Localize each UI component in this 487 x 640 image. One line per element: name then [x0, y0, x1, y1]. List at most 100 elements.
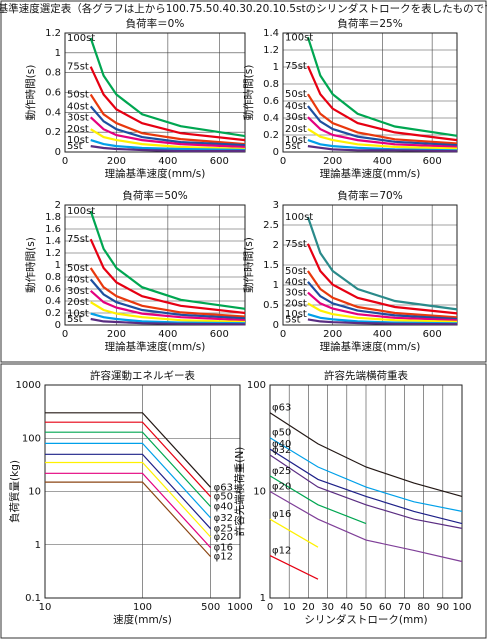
y-tick-label: 1	[35, 540, 41, 551]
y-tick-label: 10	[28, 487, 41, 498]
page-title: 理論基準速度選定表（各グラフは上から100.75.50.40.30.20.10.…	[0, 2, 487, 15]
x-tick-label: 200	[107, 329, 126, 340]
series-label: φ32	[272, 445, 291, 456]
y-tick-label: 1000	[16, 380, 41, 391]
series-line	[89, 66, 246, 142]
y-tick-label: 1.2	[45, 28, 61, 39]
x-tick-label: 600	[423, 329, 442, 340]
y-tick-label: 0.6	[45, 88, 61, 99]
y-tick-label: 3	[273, 200, 279, 211]
series-label: φ25	[214, 524, 233, 535]
series-label: 40st	[67, 274, 89, 285]
y-tick-label: 2	[273, 240, 279, 251]
chart-title: 負荷率＝0%	[126, 17, 185, 30]
x-tick-label: 400	[158, 329, 177, 340]
x-tick-label: 90	[436, 602, 449, 613]
x-tick-label: 50	[360, 602, 373, 613]
series-label: 100st	[285, 32, 313, 43]
series-line	[306, 216, 458, 311]
series-label: 50st	[285, 89, 307, 100]
series-line	[306, 36, 458, 137]
series-label: 20st	[67, 124, 89, 135]
series-label: 40st	[67, 101, 89, 112]
x-tick-label: 30	[321, 602, 334, 613]
series-label: 20st	[67, 297, 89, 308]
series-line	[45, 431, 212, 508]
x-tick-label: 400	[373, 156, 392, 167]
x-tick-label: 10	[39, 602, 52, 613]
series-line	[306, 243, 458, 315]
series-line	[307, 105, 458, 147]
series-label: 20st	[285, 298, 307, 309]
series-line	[89, 116, 246, 149]
y-tick-label: 0	[273, 147, 279, 158]
x-tick-label: 0	[280, 329, 286, 340]
x-tick-label: 200	[107, 156, 126, 167]
chart-title: 負荷率＝50%	[122, 189, 187, 202]
y-tick-label: 0.8	[263, 79, 279, 90]
series-line	[89, 93, 246, 146]
series-label: 10st	[285, 135, 307, 146]
series-label: 10st	[285, 309, 307, 320]
plot-frame	[282, 204, 458, 326]
x-axis-label: 理論基準速度(mm/s)	[320, 340, 421, 353]
top-panel	[0, 0, 487, 363]
series-label: 5st	[67, 314, 83, 325]
series-label: 5st	[285, 314, 301, 325]
y-tick-label: 100	[22, 433, 41, 444]
series-label: φ40	[214, 502, 233, 513]
series-label: φ25	[272, 466, 291, 477]
y-tick-label: 1.2	[263, 45, 279, 56]
x-axis-label: シリンダストローク(mm)	[304, 613, 427, 626]
y-tick-label: 1.6	[45, 224, 61, 235]
series-label: 40st	[285, 277, 307, 288]
series-line	[89, 37, 246, 138]
y-axis-label: 動作時間(s)	[24, 65, 37, 121]
chart-title: 負荷率＝70%	[337, 189, 402, 202]
y-tick-label: 1	[273, 280, 279, 291]
series-line	[307, 318, 458, 326]
x-axis-label: 理論基準速度(mm/s)	[105, 340, 206, 353]
series-label: 75st	[285, 239, 307, 250]
series-line	[269, 412, 463, 497]
series-line	[89, 238, 246, 315]
series-line	[307, 145, 458, 153]
series-label: φ50	[272, 428, 291, 439]
y-tick-label: 0.8	[45, 272, 61, 283]
series-line	[89, 105, 246, 147]
plot-frame	[64, 204, 246, 326]
y-tick-label: 0.4	[45, 296, 61, 307]
x-tick-label: 10	[283, 602, 296, 613]
series-line	[307, 291, 458, 322]
x-tick-label: 1000	[227, 602, 252, 613]
y-tick-label: 0.2	[45, 127, 61, 138]
y-tick-label: 0	[55, 320, 61, 331]
series-line	[269, 454, 463, 529]
series-line	[90, 312, 246, 325]
y-tick-label: 0.5	[263, 300, 279, 311]
series-line	[90, 139, 246, 152]
series-label: φ63	[272, 403, 291, 414]
series-label: 100st	[67, 206, 95, 217]
series-label: φ40	[272, 439, 291, 450]
series-line	[269, 490, 463, 563]
series-line	[269, 437, 463, 512]
series-line	[307, 313, 458, 325]
series-line	[89, 210, 246, 310]
x-tick-label: 200	[323, 156, 342, 167]
series-label: φ20	[214, 532, 233, 543]
y-tick-label: 1	[260, 593, 266, 604]
series-line	[90, 301, 246, 324]
y-tick-label: 0.2	[45, 308, 61, 319]
series-label: 75st	[67, 62, 89, 73]
x-tick-label: 0	[62, 156, 68, 167]
y-tick-label: 0.1	[25, 593, 41, 604]
series-line	[307, 281, 458, 321]
series-label: 30st	[67, 112, 89, 123]
chart-title: 許容先端横荷重表	[324, 369, 408, 382]
series-line	[269, 518, 319, 548]
series-label: φ32	[214, 513, 233, 524]
series-line	[45, 453, 212, 530]
series-line	[306, 93, 458, 145]
